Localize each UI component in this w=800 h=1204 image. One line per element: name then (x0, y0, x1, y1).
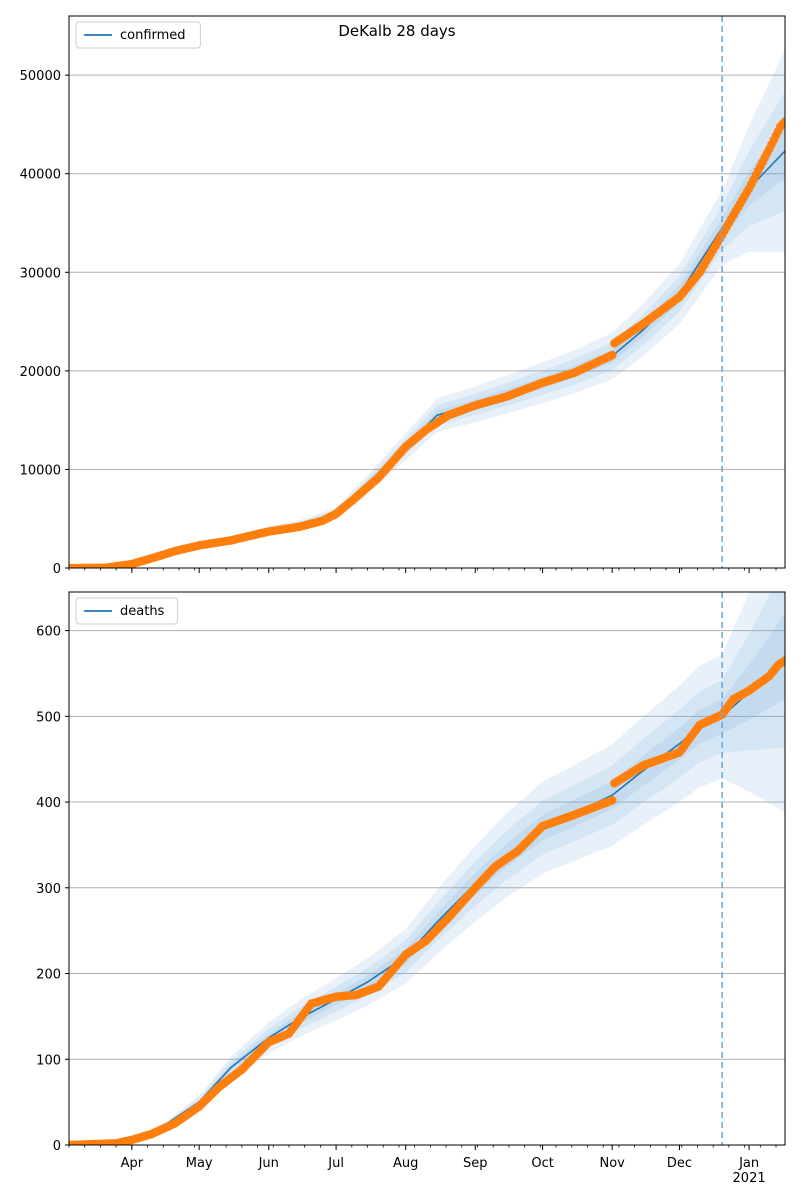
y-tick-label: 0 (53, 562, 61, 577)
observed-point (607, 350, 617, 360)
y-tick-label: 50000 (20, 69, 61, 84)
x-tick-label: Jun (258, 1156, 279, 1171)
observed-point (780, 656, 785, 665)
legend-label: confirmed (120, 28, 186, 43)
y-tick-label: 10000 (20, 463, 61, 478)
legend: confirmed (75, 21, 201, 49)
y-tick-label: 300 (36, 882, 61, 897)
deaths-panel: 0 100 200 300 400 500 600 deaths (36, 591, 786, 1154)
y-tick-label: 500 (36, 710, 61, 725)
x-year-label: 2021 (733, 1171, 766, 1186)
uncertainty-band (69, 91, 785, 568)
plot-area (69, 592, 785, 1145)
y-tick-label: 400 (36, 796, 61, 811)
confirmed-panel: 0 10000 20000 30000 40000 50000 confirmed (20, 15, 786, 577)
x-tick-label: Dec (667, 1156, 692, 1171)
x-tick-label: Apr (121, 1156, 144, 1171)
legend: deaths (75, 597, 179, 625)
plot-area (69, 50, 785, 568)
x-tick-label: Nov (599, 1156, 625, 1171)
observed-point (780, 117, 785, 126)
y-tick-label: 200 (36, 968, 61, 983)
axes-frame (68, 591, 786, 1146)
x-tick-label: Jan (738, 1156, 759, 1171)
y-tick-label: 40000 (20, 168, 61, 183)
uncertainty-band (69, 592, 785, 1145)
legend-label: deaths (120, 604, 165, 619)
x-tick-label: May (186, 1156, 213, 1171)
x-tick-label: Oct (531, 1156, 553, 1171)
uncertainty-band (69, 50, 785, 568)
y-tick-label: 100 (36, 1053, 61, 1068)
y-tick-label: 30000 (20, 266, 61, 281)
uncertainty-band (69, 592, 785, 1145)
axes-frame (68, 15, 786, 569)
model-line (69, 150, 785, 568)
x-tick-label: Sep (463, 1156, 488, 1171)
y-tick-label: 20000 (20, 365, 61, 380)
observed-point (607, 796, 617, 805)
y-tick-label: 0 (53, 1139, 61, 1154)
legend-box (75, 21, 201, 49)
y-tick-label: 600 (36, 625, 61, 640)
chart-title: DeKalb 28 days (338, 22, 455, 40)
x-tick-label: Aug (393, 1156, 418, 1171)
x-tick-label: Jul (327, 1156, 344, 1171)
uncertainty-band (69, 123, 785, 568)
legend-box (75, 597, 179, 625)
